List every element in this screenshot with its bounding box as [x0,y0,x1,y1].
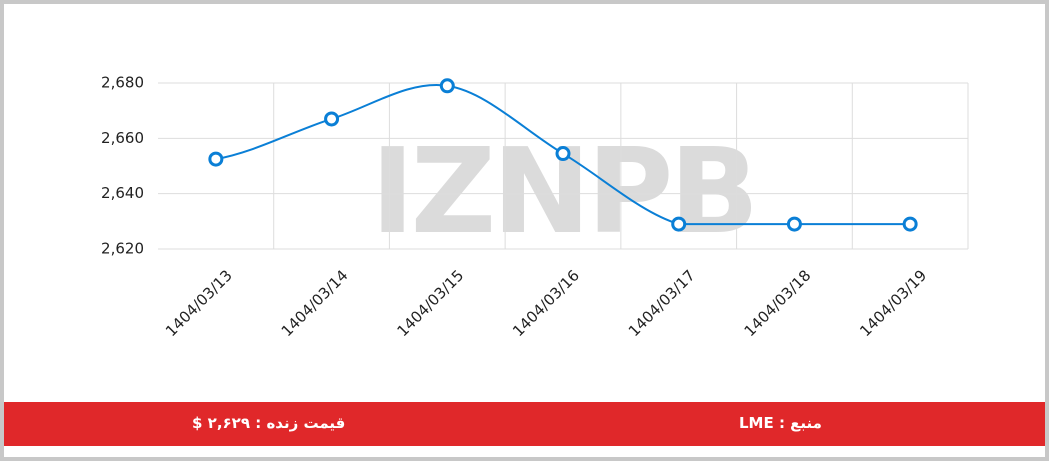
x-tick-label: 1404/03/19 [856,266,930,340]
point [786,216,802,232]
y-tick-label: 2,620 [101,240,144,258]
x-tick-label: 1404/03/17 [625,266,699,340]
y-tick-label: 2,640 [101,184,144,202]
x-tick-label: 1404/03/15 [393,266,467,340]
x-tick-label: 1404/03/16 [509,266,583,340]
chart: IZNPB 2,620 2,640 2,660 2,680 1404/03/13 1404/… [101,74,969,340]
point [439,78,455,94]
point [208,151,224,167]
point [902,216,918,232]
footer-bar: قیمت زنده : ۲,۶۲۹ $ منبع : LME [4,402,1045,446]
watermark: IZNPB [371,122,756,260]
x-tick-label: 1404/03/18 [741,266,815,340]
point [555,146,571,162]
point [324,111,340,127]
x-tick-label: 1404/03/14 [278,266,352,340]
point [671,216,687,232]
live-price: قیمت زنده : ۲,۶۲۹ $ [192,414,346,432]
source: منبع : LME [739,414,822,432]
y-tick-label: 2,680 [101,74,144,92]
x-tick-label: 1404/03/13 [162,266,236,340]
y-tick-label: 2,660 [101,129,144,147]
